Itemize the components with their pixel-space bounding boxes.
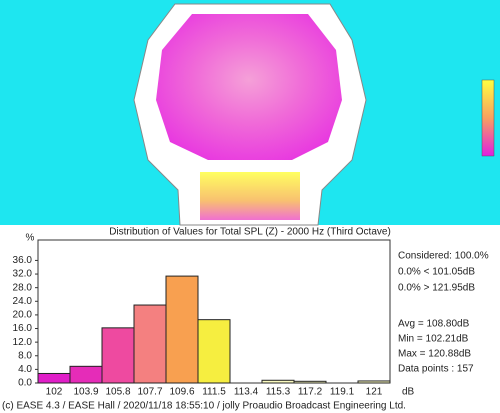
bar [165, 275, 199, 384]
bar [37, 372, 71, 384]
y-tick-label: 28.0 [13, 282, 33, 293]
hall-heatmap [156, 14, 342, 160]
footer: (c) EASE 4.3 / EASE Hall / 2020/11/18 18… [2, 401, 406, 412]
y-tick-label: 16.0 [13, 323, 33, 334]
x-tick-label: 113.4 [234, 387, 259, 398]
chart-title: Distribution of Values for Total SPL (Z)… [109, 227, 391, 238]
stat-text: Avg = 108.80dB [398, 319, 470, 330]
x-tick-label: 119.1 [330, 387, 355, 398]
bar [133, 304, 167, 384]
x-tick-label: 107.7 [137, 387, 162, 398]
y-tick-label: 32.0 [13, 269, 33, 280]
bar [69, 365, 103, 384]
stat-text: Data points : 157 [398, 364, 474, 375]
y-axis-label: % [26, 233, 35, 244]
bar [293, 380, 327, 384]
x-tick-label: 103.9 [73, 387, 98, 398]
stat-text: Considered: 100.0% [398, 251, 489, 262]
y-tick-label: 20.0 [13, 310, 33, 321]
y-tick-label: 4.0 [18, 364, 32, 375]
y-tick-label: 12.0 [13, 337, 33, 348]
y-tick-label: 8.0 [18, 350, 32, 361]
y-tick-label: 36.0 [13, 255, 33, 266]
x-tick-label: 121 [366, 387, 383, 398]
stat-text: Max = 120.88dB [398, 349, 471, 360]
color-scale [481, 79, 495, 157]
x-tick-label: 115.3 [266, 387, 291, 398]
bar [261, 379, 295, 384]
x-axis-label: dB [402, 387, 415, 398]
stat-text: 0.0% > 121.95dB [398, 283, 475, 294]
stat-text: Min = 102.21dB [398, 334, 469, 345]
x-tick-label: 109.6 [169, 387, 194, 398]
bar [101, 327, 135, 384]
y-tick-label: 0.0 [18, 378, 32, 389]
bar [197, 319, 231, 384]
x-tick-label: 102 [46, 387, 63, 398]
bar [357, 380, 391, 384]
x-tick-label: 111.5 [202, 387, 226, 398]
x-tick-label: 105.8 [105, 387, 130, 398]
stage-heatmap [200, 172, 300, 220]
x-tick-label: 117.2 [298, 387, 323, 398]
y-tick-label: 24.0 [13, 296, 33, 307]
stat-text: 0.0% < 101.05dB [398, 267, 475, 278]
